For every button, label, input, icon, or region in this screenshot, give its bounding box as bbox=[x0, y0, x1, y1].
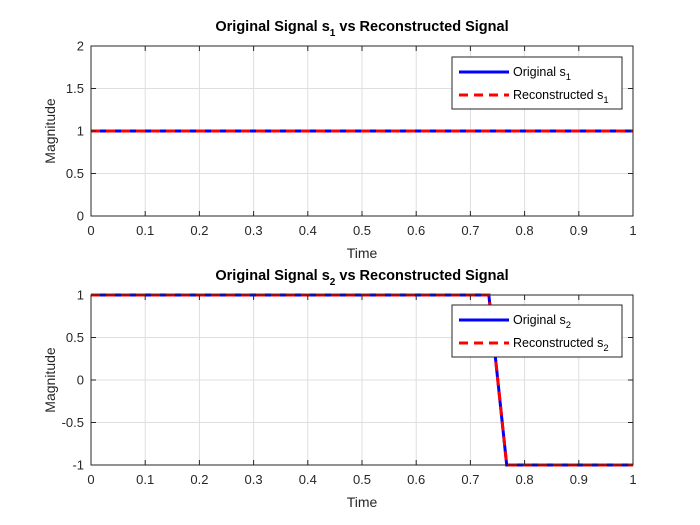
x-tick-label: 1 bbox=[629, 223, 636, 238]
chart-title-suffix: vs Reconstructed Signal bbox=[335, 268, 508, 284]
x-tick-label: 0.5 bbox=[353, 472, 371, 487]
chart-title-main: Original Signal s bbox=[215, 19, 329, 35]
x-tick-label: 0.2 bbox=[190, 223, 208, 238]
legend-entry-subscript: 1 bbox=[566, 72, 571, 83]
legend-entry-name: Original s bbox=[513, 313, 566, 327]
legend-box bbox=[451, 304, 623, 358]
chart-title-subscript: 2 bbox=[330, 277, 336, 288]
x-tick-label: 0.9 bbox=[570, 223, 588, 238]
legend-entry-name: Reconstructed s bbox=[513, 88, 603, 102]
x-tick-label: 0.7 bbox=[461, 223, 479, 238]
x-tick-label: 0.1 bbox=[136, 223, 154, 238]
x-tick-label: 0 bbox=[87, 472, 94, 487]
y-tick-label: 2 bbox=[77, 39, 84, 54]
legend-box bbox=[451, 56, 623, 110]
x-axis-label: Time bbox=[347, 245, 378, 261]
y-tick-label: -0.5 bbox=[62, 415, 84, 430]
x-tick-label: 0.8 bbox=[516, 223, 534, 238]
x-tick-label: 0.5 bbox=[353, 223, 371, 238]
y-tick-label: 0 bbox=[77, 373, 84, 388]
x-tick-label: 0.3 bbox=[245, 223, 263, 238]
x-axis-label: Time bbox=[347, 494, 378, 510]
y-tick-label: 1 bbox=[77, 124, 84, 139]
x-tick-label: 0.2 bbox=[190, 472, 208, 487]
x-tick-label: 0.9 bbox=[570, 472, 588, 487]
legend-entry-subscript: 2 bbox=[566, 320, 571, 331]
x-tick-label: 0 bbox=[87, 223, 94, 238]
subplot-1: 0 0.1 0.2 0.3 0.4 0.5 0.6 0.7 0.8 0.9 1 0 0.5 1 1.5 2 Ti… bbox=[42, 19, 637, 261]
y-tick-label: 0.5 bbox=[66, 330, 84, 345]
chart-title-main: Original Signal s bbox=[215, 268, 329, 284]
legend-entry-original: Original s1 bbox=[513, 65, 571, 83]
chart-title: Original Signal s1 vs Reconstructed Sign… bbox=[215, 19, 508, 39]
legend-entry-name: Reconstructed s bbox=[513, 336, 603, 350]
y-tick-label: -1 bbox=[72, 458, 84, 473]
legend-entry-subscript: 2 bbox=[603, 343, 608, 354]
legend-entry-name: Original s bbox=[513, 65, 566, 79]
chart-title-suffix: vs Reconstructed Signal bbox=[335, 19, 508, 35]
chart-title-subscript: 1 bbox=[330, 28, 336, 39]
x-tick-label: 1 bbox=[629, 472, 636, 487]
y-axis-label: Magnitude bbox=[42, 347, 58, 413]
y-axis-label: Magnitude bbox=[42, 98, 58, 164]
x-tick-label: 0.4 bbox=[299, 223, 317, 238]
x-tick-label: 0.4 bbox=[299, 472, 317, 487]
chart-title: Original Signal s2 vs Reconstructed Sign… bbox=[215, 268, 508, 288]
legend-entry-original: Original s2 bbox=[513, 313, 571, 331]
y-tick-label: 1 bbox=[77, 288, 84, 303]
x-tick-label: 0.6 bbox=[407, 223, 425, 238]
x-tick-label: 0.7 bbox=[461, 472, 479, 487]
x-tick-label: 0.6 bbox=[407, 472, 425, 487]
y-tick-label: 1.5 bbox=[66, 81, 84, 96]
legend-entry-reconstructed: Reconstructed s2 bbox=[513, 336, 609, 354]
subplot-2: 0 0.1 0.2 0.3 0.4 0.5 0.6 0.7 0.8 0.9 1 -1 -0.5 0 0.5 1… bbox=[42, 268, 637, 510]
x-tick-label: 0.3 bbox=[245, 472, 263, 487]
x-tick-label: 0.1 bbox=[136, 472, 154, 487]
legend-entry-reconstructed: Reconstructed s1 bbox=[513, 88, 609, 106]
y-tick-label: 0.5 bbox=[66, 166, 84, 181]
y-tick-label: 0 bbox=[77, 209, 84, 224]
x-tick-label: 0.8 bbox=[516, 472, 534, 487]
legend-entry-subscript: 1 bbox=[603, 95, 608, 106]
